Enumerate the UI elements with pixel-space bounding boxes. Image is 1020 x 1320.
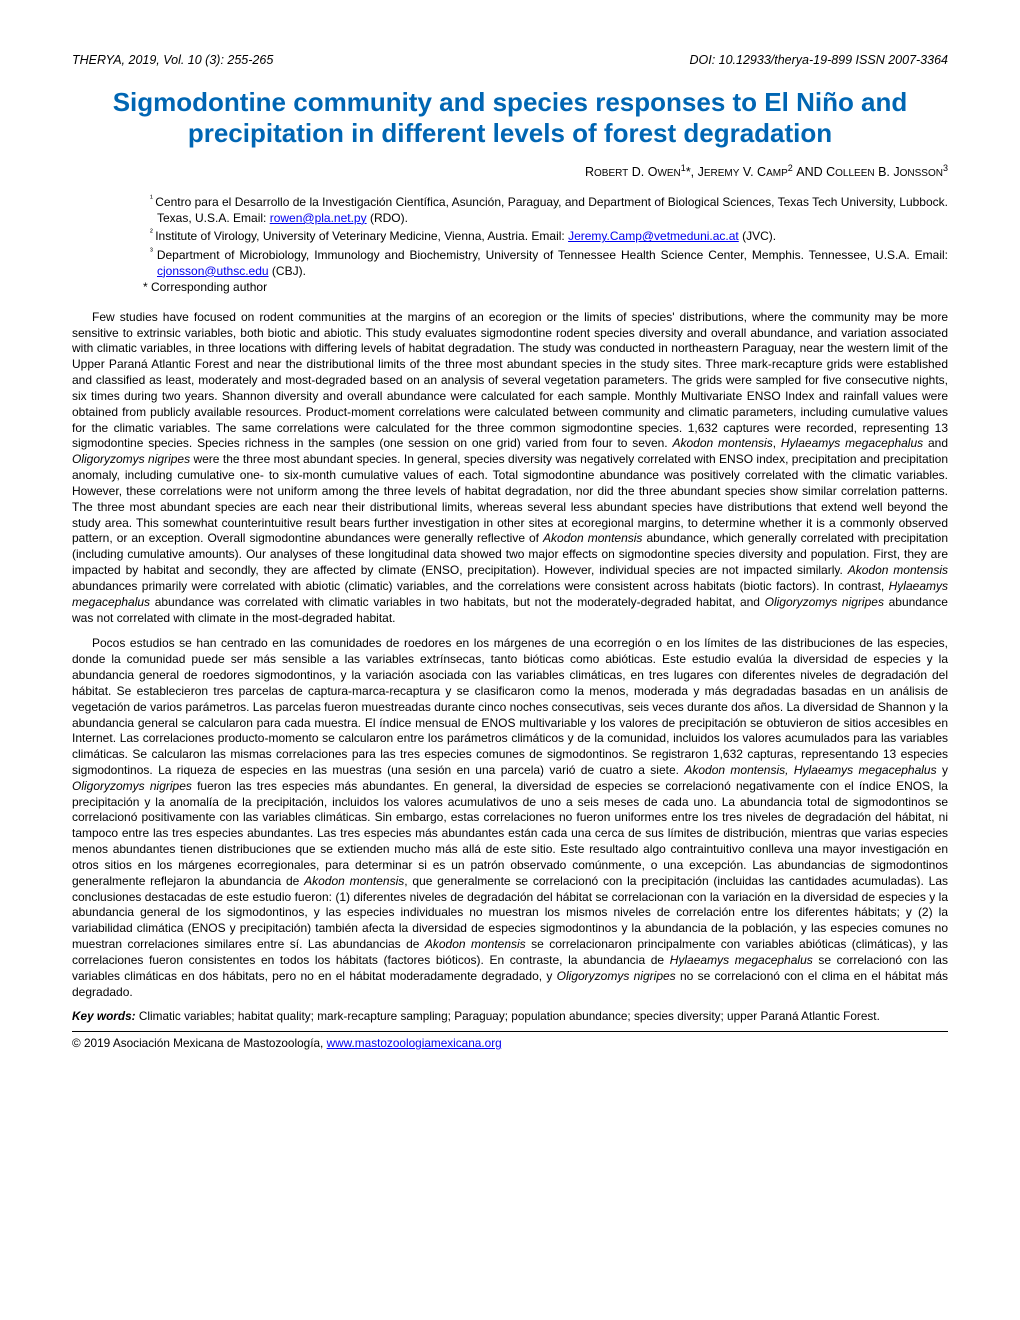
affil-1-suffix: (RDO). — [367, 211, 408, 225]
affil-2-email[interactable]: Jeremy.Camp@vetmeduni.ac.at — [568, 229, 739, 243]
authors-line: ROBERT D. OWEN1*, JEREMY V. CAMP2 AND CO… — [72, 162, 948, 181]
affil-1-email[interactable]: rowen@pla.net.py — [270, 211, 367, 225]
affil-2-suffix: (JVC). — [739, 229, 776, 243]
affil-3-text: Department of Microbiology, Immunology a… — [157, 248, 948, 262]
affil-3-email[interactable]: cjonsson@uthsc.edu — [157, 264, 269, 278]
authors-text: ROBERT D. OWEN1*, JEREMY V. CAMP2 AND CO… — [585, 165, 948, 179]
footer: © 2019 Asociación Mexicana de Mastozoolo… — [72, 1036, 948, 1052]
article-title: Sigmodontine community and species respo… — [72, 87, 948, 148]
affiliation-2: ² Institute of Virology, University of V… — [150, 227, 948, 245]
affiliation-1: ¹ Centro para el Desarrollo de la Invest… — [150, 193, 948, 226]
keywords-text: Climatic variables; habitat quality; mar… — [136, 1009, 880, 1023]
journal-line: THERYA, 2019, Vol. 10 (3): 255-265 — [72, 52, 273, 69]
keywords-line: Key words: Climatic variables; habitat q… — [72, 1009, 948, 1025]
doi-issn: DOI: 10.12933/therya-19-899 ISSN 2007-33… — [689, 52, 948, 69]
affil-3-suffix: (CBJ). — [269, 264, 306, 278]
affiliation-3: ³ Department of Microbiology, Immunology… — [150, 246, 948, 279]
abstract-spanish: Pocos estudios se han centrado en las co… — [72, 636, 948, 1000]
affil-3-sup: ³ — [150, 246, 157, 256]
abstract-english: Few studies have focused on rodent commu… — [72, 310, 948, 627]
affiliations-block: ¹ Centro para el Desarrollo de la Invest… — [150, 193, 948, 296]
affil-2-text: Institute of Virology, University of Vet… — [155, 229, 568, 243]
footer-link[interactable]: www.mastozoologiamexicana.org — [327, 1036, 502, 1050]
footer-rule — [72, 1031, 948, 1032]
copyright-text: © 2019 Asociación Mexicana de Mastozoolo… — [72, 1036, 327, 1050]
corresponding-author: * Corresponding author — [150, 280, 948, 296]
keywords-label: Key words: — [72, 1009, 136, 1023]
header-row: THERYA, 2019, Vol. 10 (3): 255-265 DOI: … — [72, 52, 948, 69]
